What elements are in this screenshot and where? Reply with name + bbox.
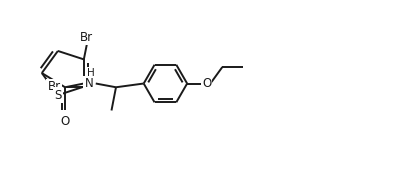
- Text: H: H: [87, 68, 94, 78]
- Text: Br: Br: [48, 80, 61, 93]
- Text: N: N: [85, 77, 93, 90]
- Text: S: S: [54, 89, 61, 102]
- Text: O: O: [61, 115, 70, 128]
- Text: Br: Br: [80, 31, 93, 44]
- Text: O: O: [202, 77, 211, 90]
